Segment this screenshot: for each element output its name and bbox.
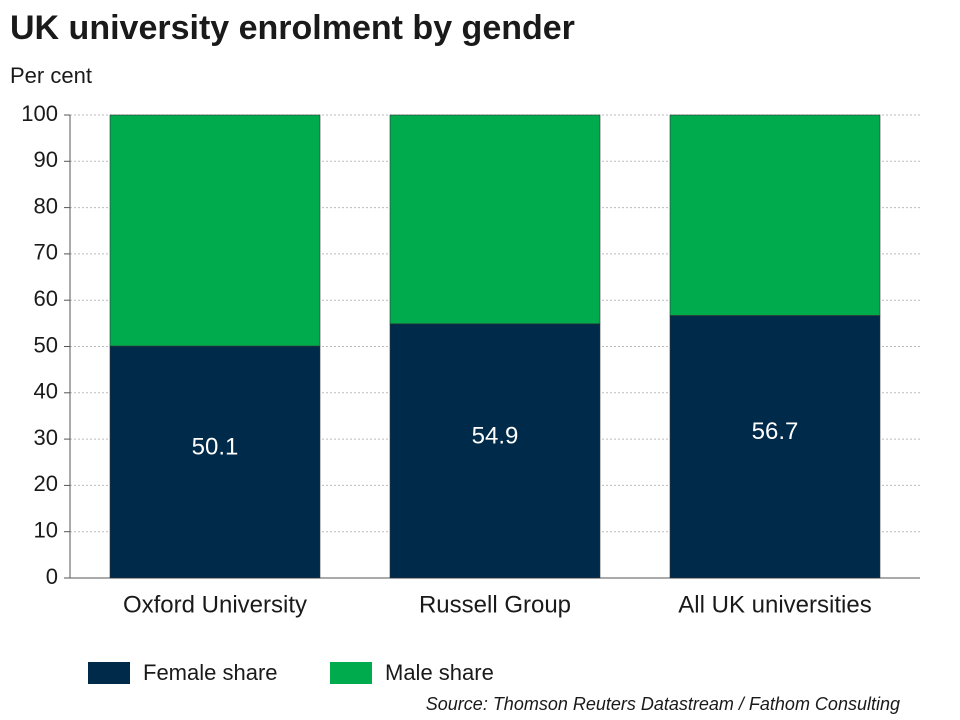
y-tick-label: 20 [34, 471, 58, 496]
bar-segment [109, 345, 321, 579]
source: Source: Thomson Reuters Datastream / Fat… [426, 694, 900, 714]
chart-title: UK university enrolment by gender [10, 9, 575, 47]
y-tick-label: 50 [34, 332, 58, 357]
legend-label: Female share [143, 660, 278, 685]
x-tick-label: Oxford University [123, 591, 307, 618]
y-tick-label: 60 [34, 286, 58, 311]
y-tick-label: 70 [34, 240, 58, 265]
bar-segment [669, 315, 881, 579]
bar-segment [669, 114, 881, 316]
bar-segment [109, 114, 321, 347]
y-tick-label: 100 [21, 101, 58, 126]
y-tick-label: 0 [46, 564, 58, 589]
legend-label: Male share [385, 660, 494, 685]
y-tick-label: 10 [34, 518, 58, 543]
y-tick-label: 90 [34, 147, 58, 172]
y-tick-label: 30 [34, 425, 58, 450]
x-tick-label: All UK universities [678, 591, 871, 618]
legend-swatch [88, 662, 130, 684]
y-tick-label: 80 [34, 193, 58, 218]
data-label: 50.1 [192, 433, 239, 460]
bar-segment [389, 323, 601, 579]
x-tick-label: Russell Group [419, 591, 571, 618]
bar-segment [389, 114, 601, 325]
legend-swatch [330, 662, 372, 684]
data-label: 56.7 [752, 418, 799, 445]
y-axis-label: Per cent [10, 63, 92, 88]
y-tick-label: 40 [34, 379, 58, 404]
data-label: 54.9 [472, 422, 519, 449]
